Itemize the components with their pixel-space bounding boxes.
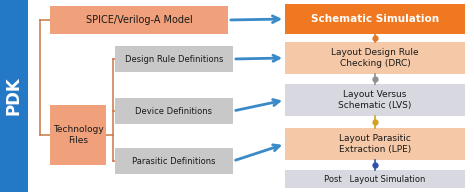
Text: Technology
Files: Technology Files (53, 125, 103, 145)
Text: Schematic Simulation: Schematic Simulation (311, 14, 439, 24)
FancyBboxPatch shape (285, 4, 465, 34)
FancyBboxPatch shape (50, 6, 228, 34)
FancyBboxPatch shape (285, 84, 465, 116)
FancyBboxPatch shape (285, 128, 465, 160)
FancyBboxPatch shape (115, 98, 233, 124)
Text: Layout Design Rule
Checking (DRC): Layout Design Rule Checking (DRC) (331, 48, 419, 68)
Text: Parasitic Definitions: Parasitic Definitions (132, 156, 216, 166)
Text: Layout Versus
Schematic (LVS): Layout Versus Schematic (LVS) (338, 90, 412, 110)
FancyBboxPatch shape (285, 170, 465, 188)
Text: Device Definitions: Device Definitions (136, 107, 212, 116)
Text: Layout Parasitic
Extraction (LPE): Layout Parasitic Extraction (LPE) (339, 134, 411, 154)
FancyBboxPatch shape (115, 46, 233, 72)
FancyBboxPatch shape (0, 0, 28, 192)
Text: SPICE/Verilog-A Model: SPICE/Verilog-A Model (86, 15, 192, 25)
Text: Design Rule Definitions: Design Rule Definitions (125, 55, 223, 64)
FancyBboxPatch shape (50, 105, 106, 165)
Text: Post   Layout Simulation: Post Layout Simulation (324, 175, 426, 184)
Text: PDK: PDK (5, 77, 23, 115)
FancyBboxPatch shape (115, 148, 233, 174)
FancyBboxPatch shape (285, 42, 465, 74)
